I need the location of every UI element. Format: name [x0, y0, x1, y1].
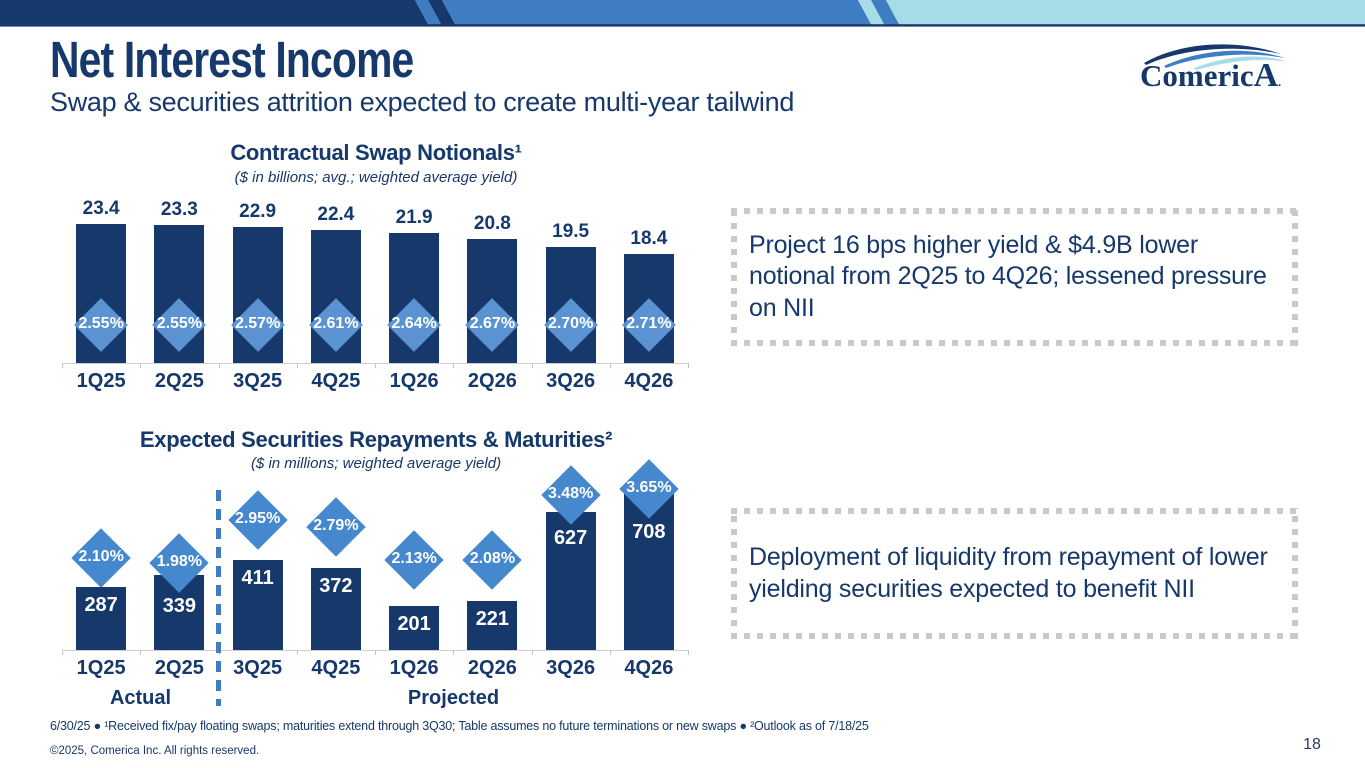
category-label-2Q26: 2Q26	[467, 657, 517, 679]
axis-tick	[62, 650, 63, 655]
bar-value-label: 20.8	[473, 213, 511, 235]
yield-label: 1.98%	[156, 553, 203, 570]
callout-text: Deployment of liquidity from repayment o…	[749, 543, 1268, 603]
axis-tick	[218, 363, 220, 368]
footnote: 6/30/25 ● ¹Received fix/pay floating swa…	[50, 719, 869, 733]
chart2-subtitle: ($ in millions; weighted average yield)	[250, 455, 502, 472]
bar-3Q26	[545, 511, 596, 650]
bar-value-label: 411	[241, 566, 274, 589]
yield-label: 2.08%	[469, 550, 516, 567]
category-label-1Q25: 1Q25	[76, 370, 126, 392]
axis-tick	[375, 650, 376, 655]
category-label-1Q25: 1Q25	[76, 657, 126, 679]
page-number: 18	[1303, 736, 1321, 753]
logo-text-main: Comeric	[1140, 58, 1254, 92]
bar-value-label: 627	[553, 526, 588, 549]
bar-1Q26	[389, 605, 440, 650]
bar-value-label: 19.5	[552, 221, 590, 243]
axis-tick	[453, 363, 455, 368]
axis-tick	[453, 650, 455, 655]
yield-label: 2.61%	[313, 315, 359, 332]
category-label-4Q25: 4Q25	[311, 657, 361, 679]
category-label-3Q25: 3Q25	[233, 657, 283, 679]
yield-label: 2.10%	[78, 548, 124, 565]
axis-tick	[688, 363, 689, 368]
axis-tick	[609, 363, 611, 368]
yield-label: 2.55%	[78, 315, 124, 332]
svg-text:ComericA.: ComericA.	[1140, 57, 1281, 92]
logo-trademark-dot: .	[1278, 75, 1281, 89]
bar-value-label: 339	[162, 594, 197, 617]
yield-label: 3.65%	[626, 479, 672, 496]
bar-1Q25	[76, 586, 127, 650]
bar-value-label: 372	[319, 575, 353, 598]
category-label-2Q25: 2Q25	[154, 657, 204, 679]
axis-tick	[296, 363, 298, 368]
bar-value-label: 23.4	[82, 198, 120, 219]
logo-text-cap-a: A	[1254, 57, 1279, 92]
category-label-4Q26: 4Q26	[624, 370, 674, 392]
axis-tick	[296, 650, 298, 655]
axis-tick	[609, 650, 611, 655]
header-band	[0, 0, 1365, 27]
yield-label: 2.71%	[626, 315, 672, 332]
yield-label: 2.95%	[234, 510, 281, 527]
yield-label: 2.67%	[469, 315, 516, 332]
yield-label: 2.79%	[313, 517, 359, 534]
bar-value-label: 221	[475, 608, 510, 631]
bar-value-label: 23.3	[160, 198, 198, 220]
bar-value-label: 287	[84, 593, 118, 616]
category-label-1Q26: 1Q26	[389, 370, 439, 392]
bar-4Q25	[310, 568, 361, 650]
category-label-4Q25: 4Q25	[311, 370, 361, 392]
axis-tick	[531, 650, 533, 655]
bar-4Q26	[623, 494, 674, 650]
yield-label: 2.13%	[391, 550, 437, 567]
yield-label: 2.55%	[156, 315, 203, 332]
comerica-logo: ComericA.	[1140, 44, 1288, 92]
category-label-3Q25: 3Q25	[233, 370, 283, 392]
yield-label: 2.70%	[547, 315, 594, 332]
axis-tick	[140, 363, 142, 368]
yield-label: 2.57%	[234, 315, 281, 332]
bar-value-label: 21.9	[395, 206, 433, 228]
bar-value-label: 708	[632, 520, 666, 543]
logo-swoosh-medium-blue	[1164, 50, 1285, 68]
page-subtitle: Swap & securities attrition expected to …	[50, 87, 795, 117]
bar-value-label: 22.4	[317, 203, 355, 225]
callout-box-securities: Deployment of liquidity from repayment o…	[731, 508, 1298, 639]
chart1-subtitle: ($ in billions; avg.; weighted average y…	[234, 169, 518, 186]
bar-value-label: 18.4	[630, 227, 668, 249]
category-label-2Q25: 2Q25	[154, 370, 204, 392]
yield-label: 3.48%	[547, 485, 594, 502]
copyright: ©2025, Comerica Inc. All rights reserved…	[50, 745, 260, 757]
yield-label: 2.64%	[391, 315, 437, 332]
callout-box-swaps: Project 16 bps higher yield & $4.9B lowe…	[731, 208, 1298, 346]
bar-value-label: 201	[397, 612, 431, 635]
category-label-1Q26: 1Q26	[389, 657, 439, 679]
actual-projected-separator-line	[216, 490, 221, 706]
axis-tick	[688, 650, 689, 655]
page-title: Net Interest Income	[50, 31, 414, 88]
group-label-projected: Projected	[407, 687, 500, 709]
chart2-title: Expected Securities Repayments & Maturit…	[139, 427, 613, 452]
logo-swoosh-navy	[1144, 44, 1281, 65]
bar-value-label: 22.9	[239, 200, 277, 222]
axis-tick	[375, 363, 376, 368]
chart1-title: Contractual Swap Notionals¹	[230, 140, 522, 165]
category-label-4Q26: 4Q26	[624, 657, 674, 679]
category-label-2Q26: 2Q26	[467, 370, 517, 392]
axis-tick	[531, 363, 533, 368]
axis-tick	[62, 363, 63, 368]
bar-3Q25	[232, 559, 283, 650]
category-label-3Q26: 3Q26	[546, 370, 596, 392]
bar-2Q26	[467, 601, 518, 650]
group-label-actual: Actual	[109, 687, 172, 709]
axis-tick	[140, 650, 142, 655]
category-label-3Q26: 3Q26	[546, 657, 596, 679]
logo-swoosh-cyan	[1194, 56, 1288, 70]
callout-text: Project 16 bps higher yield & $4.9B lowe…	[749, 230, 1267, 322]
